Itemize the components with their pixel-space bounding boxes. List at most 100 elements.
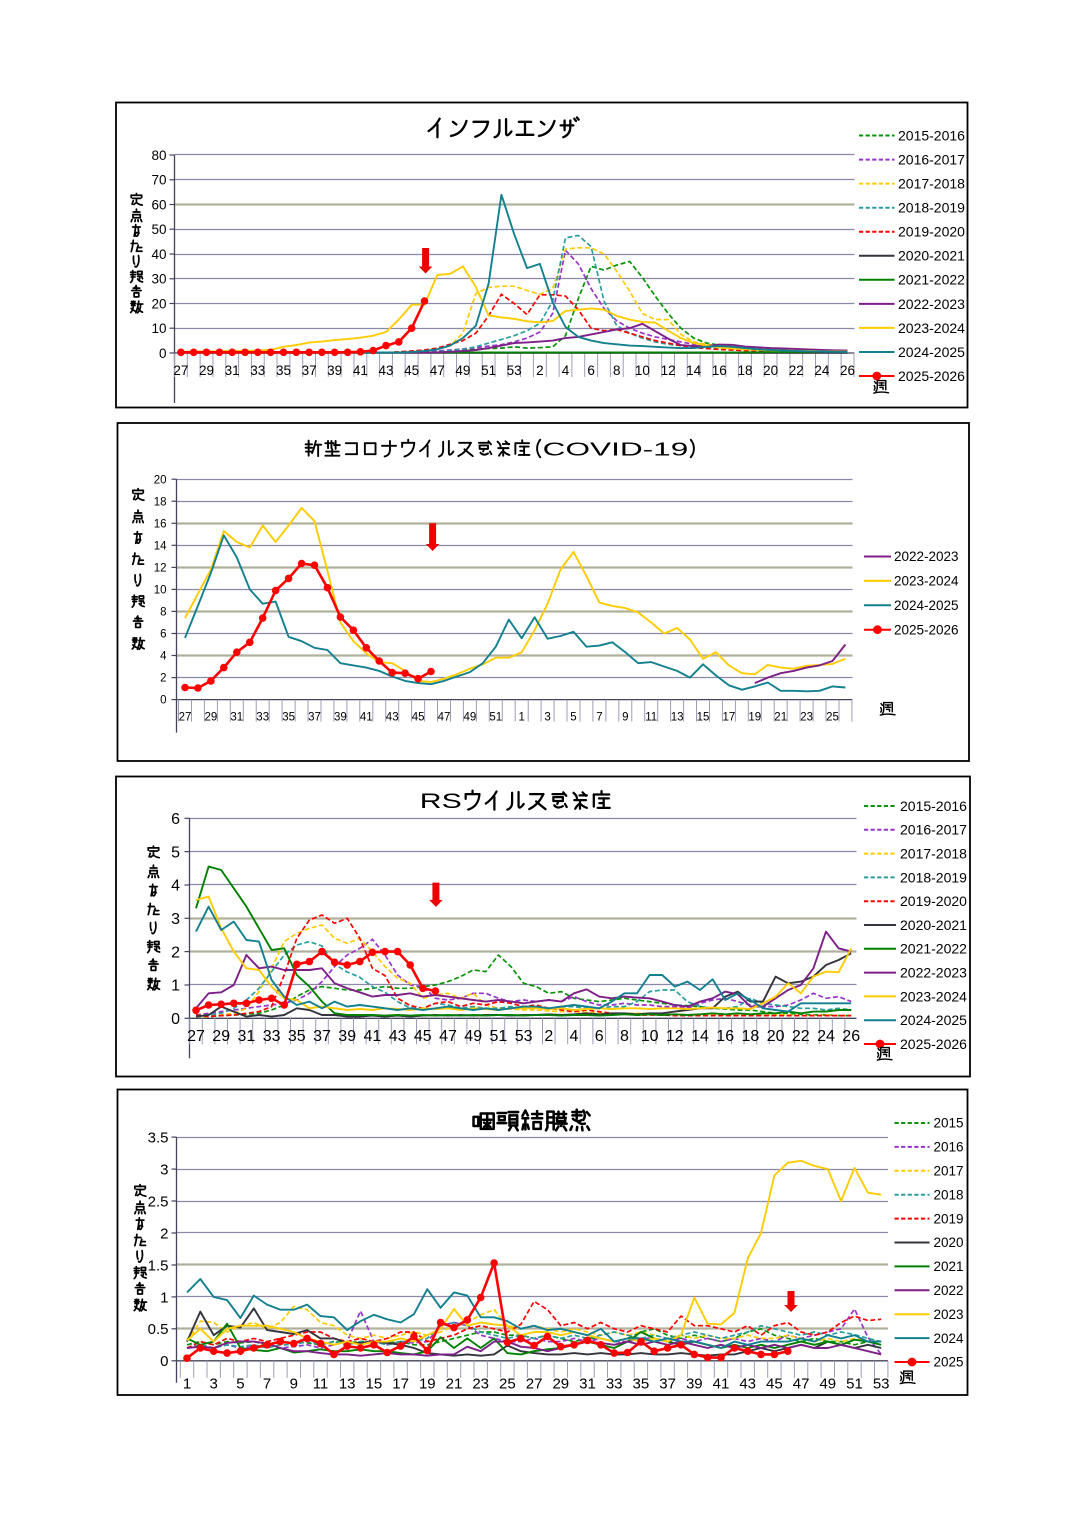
- svg-text:35: 35: [288, 1028, 306, 1045]
- svg-text:26: 26: [842, 1028, 860, 1045]
- svg-text:29: 29: [552, 1375, 569, 1392]
- svg-text:0: 0: [159, 346, 167, 361]
- svg-text:18: 18: [737, 363, 752, 378]
- svg-text:16: 16: [154, 518, 167, 530]
- svg-text:41: 41: [364, 1028, 382, 1045]
- svg-text:2021-2022: 2021-2022: [898, 272, 965, 288]
- svg-text:37: 37: [302, 363, 317, 378]
- svg-text:3.5: 3.5: [148, 1130, 169, 1147]
- svg-text:8: 8: [620, 1028, 629, 1045]
- svg-text:25: 25: [499, 1375, 516, 1392]
- svg-text:70: 70: [151, 173, 166, 188]
- svg-text:31: 31: [225, 363, 240, 378]
- svg-text:41: 41: [360, 712, 373, 724]
- svg-text:49: 49: [464, 712, 477, 724]
- svg-text:4: 4: [570, 1028, 579, 1045]
- svg-text:3: 3: [210, 1375, 218, 1392]
- svg-text:8: 8: [613, 363, 621, 378]
- svg-text:0: 0: [160, 1353, 168, 1370]
- svg-text:27: 27: [179, 712, 192, 724]
- svg-text:13: 13: [671, 712, 684, 724]
- svg-text:35: 35: [633, 1375, 650, 1392]
- svg-text:23: 23: [800, 712, 813, 724]
- svg-text:80: 80: [151, 148, 166, 163]
- svg-text:39: 39: [686, 1375, 703, 1392]
- svg-text:3: 3: [160, 1162, 168, 1179]
- svg-text:9: 9: [622, 712, 628, 724]
- svg-text:17: 17: [392, 1375, 409, 1392]
- svg-text:23: 23: [472, 1375, 489, 1392]
- svg-text:2023-2024: 2023-2024: [900, 988, 967, 1004]
- svg-text:2020-2021: 2020-2021: [900, 917, 967, 933]
- svg-text:2016-2017: 2016-2017: [898, 152, 965, 168]
- svg-text:31: 31: [238, 1028, 256, 1045]
- svg-text:39: 39: [338, 1028, 356, 1045]
- svg-text:6: 6: [160, 629, 166, 641]
- svg-text:29: 29: [199, 363, 214, 378]
- svg-text:24: 24: [814, 363, 830, 378]
- svg-text:26: 26: [840, 363, 855, 378]
- svg-text:4: 4: [562, 363, 570, 378]
- svg-text:33: 33: [263, 1028, 281, 1045]
- svg-text:2024-2025: 2024-2025: [900, 1012, 967, 1028]
- svg-text:49: 49: [455, 363, 470, 378]
- svg-text:21: 21: [774, 712, 787, 724]
- svg-text:2019-2020: 2019-2020: [898, 224, 965, 240]
- svg-text:30: 30: [151, 272, 166, 287]
- svg-text:2024-2025: 2024-2025: [898, 344, 965, 360]
- svg-text:0: 0: [160, 695, 166, 707]
- svg-text:1: 1: [171, 978, 180, 995]
- svg-text:25: 25: [826, 712, 839, 724]
- svg-text:2017-2018: 2017-2018: [900, 846, 967, 862]
- svg-text:2: 2: [171, 944, 180, 961]
- svg-text:47: 47: [439, 1028, 457, 1045]
- svg-text:2018-2019: 2018-2019: [898, 200, 965, 216]
- svg-text:2: 2: [536, 363, 544, 378]
- svg-text:5: 5: [171, 844, 180, 861]
- svg-text:2019: 2019: [934, 1211, 964, 1226]
- svg-text:53: 53: [507, 363, 522, 378]
- svg-text:9: 9: [290, 1375, 298, 1392]
- svg-text:29: 29: [205, 712, 218, 724]
- svg-text:10: 10: [151, 321, 166, 336]
- svg-text:33: 33: [250, 363, 265, 378]
- svg-text:53: 53: [515, 1028, 533, 1045]
- svg-text:41: 41: [353, 363, 368, 378]
- svg-text:16: 16: [712, 363, 727, 378]
- svg-text:6: 6: [587, 363, 595, 378]
- svg-text:14: 14: [686, 363, 702, 378]
- svg-text:10: 10: [635, 363, 650, 378]
- svg-text:45: 45: [766, 1375, 783, 1392]
- svg-text:15: 15: [697, 712, 710, 724]
- svg-text:COVID-19: COVID-19: [543, 438, 689, 459]
- svg-text:3: 3: [544, 712, 550, 724]
- svg-text:5: 5: [570, 712, 576, 724]
- svg-text:27: 27: [187, 1028, 205, 1045]
- svg-text:43: 43: [389, 1028, 407, 1045]
- svg-text:45: 45: [404, 363, 419, 378]
- svg-text:12: 12: [154, 563, 167, 575]
- svg-text:10: 10: [154, 585, 167, 597]
- svg-text:14: 14: [691, 1028, 709, 1045]
- svg-text:19: 19: [419, 1375, 436, 1392]
- svg-text:2024: 2024: [934, 1331, 965, 1346]
- svg-text:43: 43: [386, 712, 399, 724]
- svg-text:17: 17: [723, 712, 736, 724]
- svg-text:2017: 2017: [934, 1164, 964, 1179]
- svg-text:33: 33: [256, 712, 269, 724]
- svg-text:22: 22: [789, 363, 804, 378]
- svg-text:45: 45: [412, 712, 425, 724]
- svg-text:53: 53: [873, 1375, 890, 1392]
- svg-text:43: 43: [739, 1375, 756, 1392]
- svg-text:6: 6: [171, 811, 180, 828]
- svg-text:2017-2018: 2017-2018: [898, 176, 965, 192]
- svg-text:15: 15: [366, 1375, 383, 1392]
- svg-text:13: 13: [339, 1375, 356, 1392]
- svg-text:31: 31: [230, 712, 243, 724]
- svg-text:19: 19: [748, 712, 761, 724]
- svg-text:2023: 2023: [934, 1307, 964, 1322]
- svg-text:2: 2: [160, 673, 166, 685]
- svg-text:2015-2016: 2015-2016: [898, 127, 965, 143]
- svg-text:11: 11: [313, 1375, 329, 1392]
- svg-text:51: 51: [481, 363, 496, 378]
